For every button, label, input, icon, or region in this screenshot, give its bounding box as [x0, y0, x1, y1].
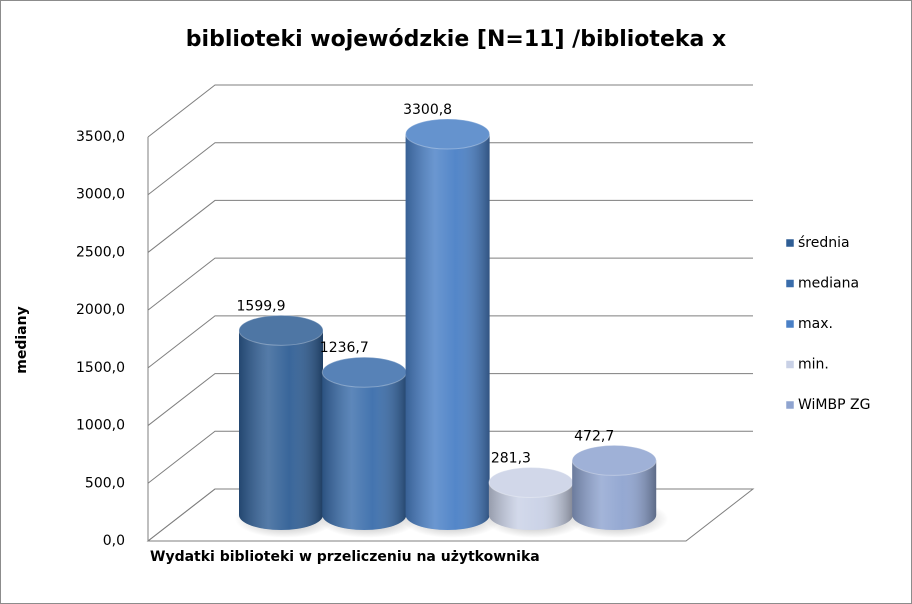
bar-top — [238, 314, 324, 346]
grid-line — [147, 373, 753, 426]
legend-label: min. — [798, 357, 829, 373]
bar-shading — [405, 133, 490, 531]
y-tick-label: 1000,0 — [76, 418, 125, 434]
legend-swatch — [785, 238, 795, 248]
grid-line — [147, 142, 753, 196]
bar-top-highlight — [239, 315, 323, 346]
bar-shading — [239, 330, 323, 530]
bar-top-highlight — [488, 467, 573, 498]
bar-shading — [322, 372, 407, 530]
y-tick-label: 0,0 — [103, 533, 125, 549]
y-tick-label: 1500,0 — [76, 360, 125, 376]
y-tick-label: 2000,0 — [76, 302, 125, 318]
data-label: 472,7 — [574, 428, 614, 444]
grid-line — [147, 84, 753, 138]
x-axis-label: Wydatki biblioteki w przeliczeniu na uży… — [150, 549, 540, 565]
legend-label: max. — [798, 316, 833, 332]
legend-swatch — [785, 400, 795, 410]
legend-swatch — [785, 319, 795, 329]
data-label: 3300,8 — [403, 102, 452, 118]
y-tick-label: 3500,0 — [76, 129, 125, 145]
y-tick-label: 3000,0 — [76, 187, 125, 203]
bar-top — [405, 118, 491, 150]
data-label: 1599,9 — [237, 298, 286, 314]
legend-label: mediana — [798, 276, 859, 292]
chart-title: biblioteki wojewódzkie [N=11] /bibliotek… — [186, 27, 726, 52]
data-label: 281,3 — [491, 451, 531, 467]
bar-top-highlight — [322, 357, 407, 388]
data-label: 1236,7 — [320, 340, 369, 356]
grid-line — [147, 199, 753, 253]
bar-top-highlight — [405, 118, 490, 149]
y-tick-label: 500,0 — [85, 475, 125, 491]
grid-line — [147, 430, 753, 484]
grid-line — [147, 257, 753, 311]
bar-top — [571, 444, 657, 476]
grid-line — [147, 315, 753, 369]
legend-swatch — [785, 360, 795, 369]
y-tick-label: 2500,0 — [76, 244, 125, 260]
legend-swatch — [785, 279, 795, 288]
legend-label: WiMBP ZG — [798, 397, 870, 413]
legend-label: średnia — [798, 235, 850, 251]
bar-shading — [572, 460, 657, 531]
y-axis-label: mediany — [14, 306, 30, 373]
bar-top-highlight — [572, 445, 657, 476]
